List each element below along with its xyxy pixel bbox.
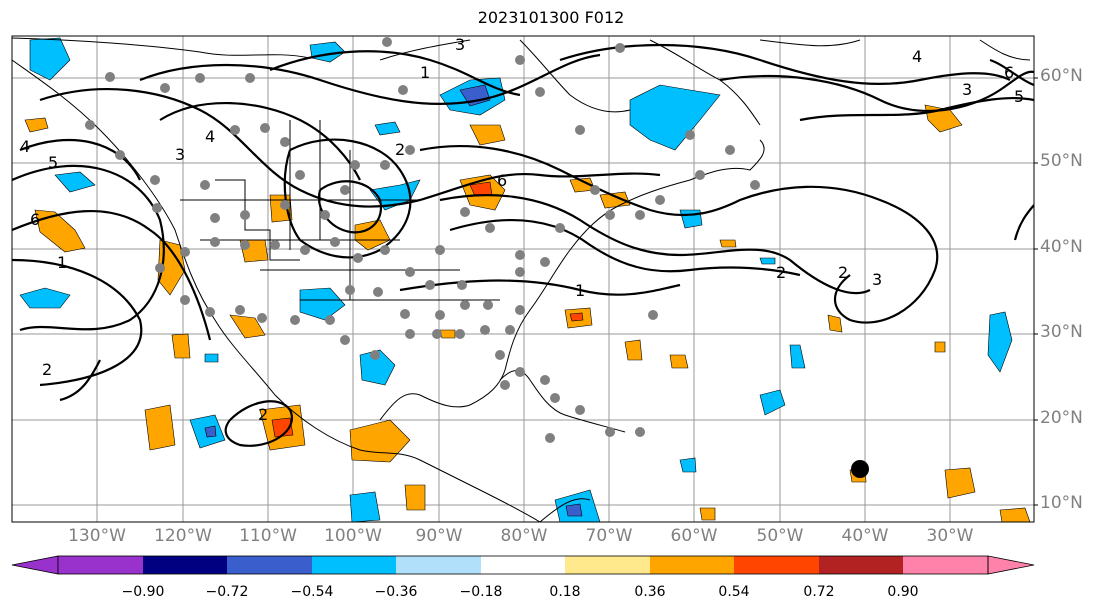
contour-label-4c: 4 xyxy=(20,137,30,156)
colorbar-tick: 0.54 xyxy=(718,584,750,600)
location-marker xyxy=(851,460,869,478)
lat-label-40n: 40°N xyxy=(1040,237,1083,257)
contour-label-1: 1 xyxy=(420,63,430,82)
lon-label-30w: 30°W xyxy=(926,526,974,546)
lon-label-110w: 110°W xyxy=(239,526,297,546)
lat-label-50n: 50°N xyxy=(1040,151,1083,171)
contour-label-3c: 3 xyxy=(175,145,185,164)
colorbar-tick: 0.18 xyxy=(549,584,581,600)
contour-label-5: 5 xyxy=(1014,87,1024,106)
colorbar-tick: −0.90 xyxy=(121,584,165,600)
lon-label-60w: 60°W xyxy=(670,526,718,546)
lon-label-50w: 50°W xyxy=(756,526,804,546)
contour-label-6b: 6 xyxy=(1004,63,1014,82)
colorbar xyxy=(11,555,1035,575)
lon-label-90w: 90°W xyxy=(415,526,463,546)
lon-label-70w: 70°W xyxy=(585,526,633,546)
colorbar-tick: −0.54 xyxy=(290,584,334,600)
lat-label-20n: 20°N xyxy=(1040,408,1083,428)
lat-label-10n: 10°N xyxy=(1040,493,1083,513)
contour-label-3: 3 xyxy=(455,35,465,54)
map-title: 2023101300 F012 xyxy=(477,8,625,27)
lon-label-40w: 40°W xyxy=(841,526,889,546)
colorbar-tick: 0.72 xyxy=(803,584,835,600)
lon-label-100w: 100°W xyxy=(324,526,382,546)
contour-label-2: 2 xyxy=(395,140,405,159)
colorbar-tick: −0.36 xyxy=(374,584,418,600)
contour-label-1b: 1 xyxy=(575,281,585,300)
colorbar-tick: 0.36 xyxy=(634,584,666,600)
contour-label-2e: 2 xyxy=(258,405,268,424)
contour-label-4: 4 xyxy=(912,47,922,66)
contour-label-4b: 4 xyxy=(205,127,215,146)
lon-label-120w: 120°W xyxy=(154,526,212,546)
lat-label-60n: 60°N xyxy=(1040,66,1083,86)
colorbar-tick: 0.90 xyxy=(887,584,919,600)
coastlines xyxy=(12,37,1031,522)
contour-label-6c: 6 xyxy=(30,210,40,229)
lat-label-30n: 30°N xyxy=(1040,322,1083,342)
contour-lines xyxy=(12,43,1034,447)
colorbar-tick: −0.18 xyxy=(459,584,503,600)
lon-label-130w: 130°W xyxy=(68,526,126,546)
contour-label-2b: 2 xyxy=(776,263,786,282)
lon-label-80w: 80°W xyxy=(500,526,548,546)
station-dots xyxy=(85,37,760,443)
contour-label-group: 1 1 1 2 2 2 2 2 3 3 3 3 4 4 4 5 5 6 6 6 xyxy=(20,35,1024,424)
anomaly-fills xyxy=(19,37,1031,522)
contour-label-6: 6 xyxy=(497,171,507,190)
contour-label-2c: 2 xyxy=(838,263,848,282)
contour-label-2d: 2 xyxy=(42,360,52,379)
axis-ticks xyxy=(1034,77,1038,506)
contour-label-1c: 1 xyxy=(57,253,67,272)
colorbar-tick: −0.72 xyxy=(205,584,249,600)
contour-label-5b: 5 xyxy=(48,153,58,172)
contour-label-3b: 3 xyxy=(962,80,972,99)
contour-label-3d: 3 xyxy=(872,270,882,289)
